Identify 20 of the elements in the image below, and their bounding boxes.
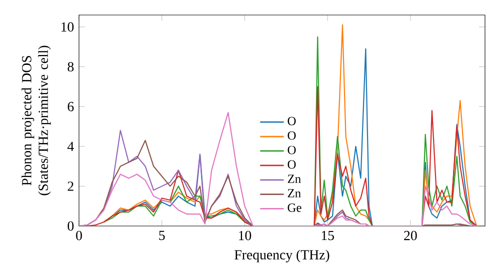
legend-label: Zn (288, 189, 301, 198)
x-tick-label: 10 (239, 230, 252, 240)
legend-label: O (288, 146, 296, 154)
y-tick-label: 8 (68, 62, 74, 72)
x-axis-title: Frequency (THz) (234, 250, 330, 262)
y-axis-title: Phonon projected DOS (States/THz·primitive cell) (22, 46, 51, 196)
x-tick-label: 15 (322, 230, 334, 240)
y-tick-label: 6 (68, 102, 74, 112)
x-tick-label: 5 (159, 230, 165, 240)
y-tick-label: 0 (68, 221, 74, 231)
legend-label: Ge (288, 204, 302, 212)
x-tick-label: 0 (76, 230, 82, 240)
y-tick-label: 4 (67, 142, 74, 151)
legend-label: O (288, 116, 296, 126)
y-tick-label: 2 (68, 182, 74, 191)
x-tick-label: 20 (404, 230, 417, 240)
y-tick-label: 10 (61, 22, 74, 32)
legend-label: O (288, 131, 296, 140)
legend-label: O (288, 160, 296, 169)
legend-label: Zn (288, 174, 301, 183)
